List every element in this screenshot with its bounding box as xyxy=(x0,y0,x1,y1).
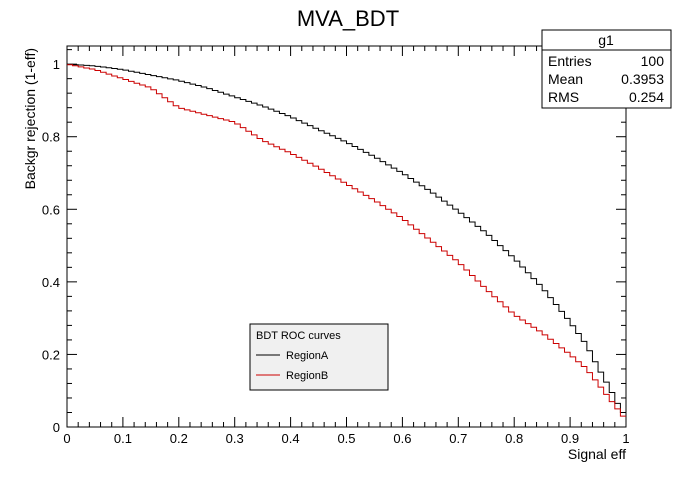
stats-entries-label: Entries xyxy=(548,53,592,69)
y-axis-title: Backgr rejection (1-eff) xyxy=(22,48,38,189)
x-tick-label: 0.8 xyxy=(505,431,523,446)
x-axis-title: Signal eff xyxy=(568,446,626,462)
x-tick-label: 0.4 xyxy=(282,431,300,446)
y-tick-label: 0.6 xyxy=(42,202,60,217)
x-tick-label: 0.9 xyxy=(561,431,579,446)
x-tick-label: 0.5 xyxy=(337,431,355,446)
y-tick-label: 0.4 xyxy=(42,275,60,290)
legend-entry-regiona: RegionA xyxy=(286,350,329,362)
stats-rms-label: RMS xyxy=(548,89,579,105)
x-tick-label: 0 xyxy=(63,431,70,446)
y-tick-label: 0.8 xyxy=(42,130,60,145)
legend-entry-regionb: RegionB xyxy=(286,370,328,382)
stats-mean-label: Mean xyxy=(548,71,583,87)
x-tick-label: 0.2 xyxy=(170,431,188,446)
x-tick-label: 1 xyxy=(622,431,629,446)
legend-frame xyxy=(249,323,389,391)
y-tick-label: 0 xyxy=(53,420,60,435)
stats-entries-value: 100 xyxy=(641,53,665,69)
x-axis-tick-labels: 0 0.1 0.2 0.3 0.4 0.5 0.6 0.7 0.8 0.9 1 xyxy=(63,431,629,446)
legend: BDT ROC curves RegionA RegionB xyxy=(249,323,389,391)
stats-mean-value: 0.3953 xyxy=(621,71,664,87)
y-axis-tick-labels: 0 0.2 0.4 0.6 0.8 1 xyxy=(42,57,60,435)
series-line-regionb xyxy=(67,64,626,417)
stats-box: g1 Entries 100 Mean 0.3953 RMS 0.254 xyxy=(541,29,672,109)
series-line-regiona xyxy=(67,63,626,413)
x-tick-label: 0.6 xyxy=(393,431,411,446)
series-lines xyxy=(67,63,626,417)
x-tick-label: 0.1 xyxy=(114,431,132,446)
stats-rms-value: 0.254 xyxy=(629,89,664,105)
x-tick-label: 0.3 xyxy=(226,431,244,446)
chart-title: MVA_BDT xyxy=(297,6,399,31)
stats-box-frame xyxy=(541,29,672,109)
stats-box-title: g1 xyxy=(598,32,614,48)
y-tick-label: 0.2 xyxy=(42,347,60,362)
legend-title: BDT ROC curves xyxy=(256,330,341,342)
x-tick-label: 0.7 xyxy=(449,431,467,446)
y-tick-label: 1 xyxy=(53,57,60,72)
